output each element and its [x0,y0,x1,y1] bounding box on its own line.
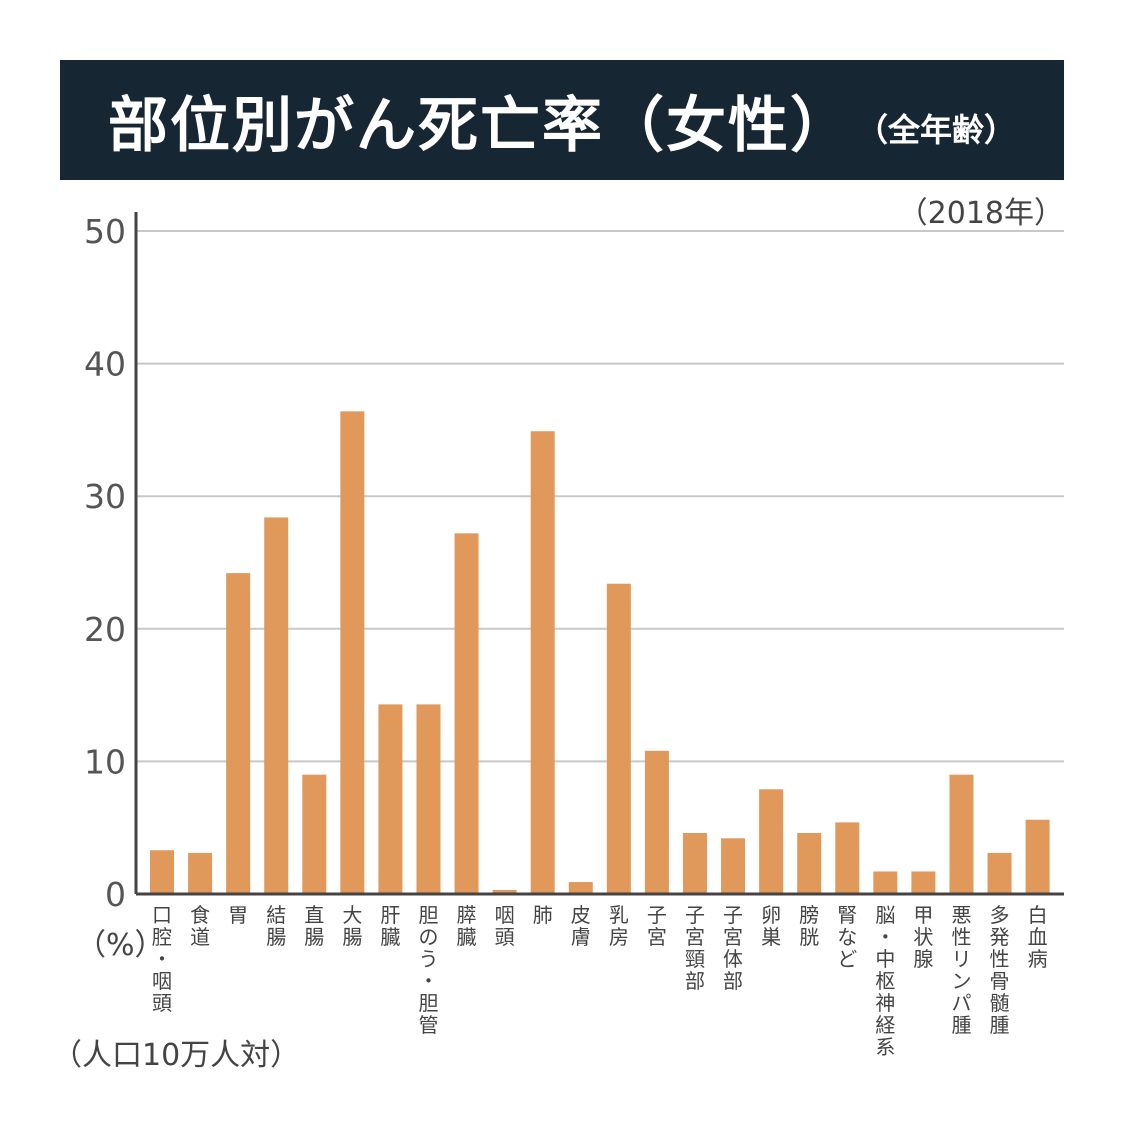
category-label-18: 腎など [837,903,857,971]
category-label-9: 咽頭 [495,903,515,949]
category-label-21: 悪性リンパ腫 [951,903,971,1037]
category-label-16: 卵巣 [761,903,781,949]
y-tick-label: 0 [105,875,126,914]
bar-4 [302,774,327,894]
category-label-22: 多発性骨髄腫 [990,903,1010,1037]
bar-13 [644,750,669,894]
category-label-7: 胆のう・胆管 [418,903,438,1037]
category-label-19: 脳・中枢神経系 [875,903,895,1059]
bar-16 [759,789,784,894]
population-unit-label: （人口10万人対） [52,1038,301,1073]
y-tick-label: 50 [84,212,126,251]
category-label-12: 乳房 [609,903,629,949]
y-tick-label: 30 [84,477,126,516]
category-label-0: 口腔・咽頭 [152,903,172,1015]
category-label-6: 肝臓 [380,903,400,949]
y-tick-label: 40 [84,345,126,384]
bar-6 [378,704,403,894]
bar-20 [911,871,936,894]
category-label-15: 子宮体部 [723,903,743,993]
year-label: （2018年） [897,196,1064,231]
bar-21 [949,774,974,894]
bar-11 [568,882,593,894]
category-label-3: 結腸 [266,903,286,949]
category-label-2: 胃 [228,903,248,927]
category-label-17: 膀胱 [799,903,819,949]
bar-9 [492,890,517,894]
bar-14 [682,833,707,894]
y-tick-label: 10 [84,742,126,781]
axes [134,212,1064,896]
category-label-20: 甲状腺 [913,903,933,971]
bars [150,411,1050,894]
bar-8 [454,533,479,894]
category-label-4: 直腸 [304,903,324,949]
bar-12 [606,583,631,894]
bar-23 [1025,819,1050,894]
bar-3 [264,517,289,894]
bar-15 [721,838,746,894]
bar-0 [150,850,174,894]
category-label-8: 膵臓 [457,903,477,949]
bar-22 [987,852,1012,894]
category-label-13: 子宮 [647,903,667,949]
category-label-10: 肺 [533,903,553,927]
bar-19 [873,871,898,894]
bar-18 [835,822,860,894]
y-tick-labels: 0 10 20 30 40 50 [84,212,126,914]
y-tick-label: 20 [84,610,126,649]
bar-17 [797,833,822,894]
title-banner: 部位別がん死亡率（女性） （全年齢） [60,60,1064,180]
bar-5 [340,411,365,894]
gridlines [136,230,1064,763]
bar-7 [416,704,441,894]
category-label-5: 大腸 [342,903,362,949]
y-unit-label: （%） [76,928,165,963]
category-label-1: 食道 [190,903,210,949]
bar-2 [226,573,251,894]
category-label-14: 子宮頸部 [685,903,705,993]
chart-subtitle: （全年齢） [855,111,1016,149]
category-label-11: 皮膚 [571,903,591,949]
bar-1 [188,852,213,894]
category-label-23: 白血病 [1028,903,1048,971]
bar-10 [530,431,555,894]
chart-title: 部位別がん死亡率（女性） [107,90,852,161]
